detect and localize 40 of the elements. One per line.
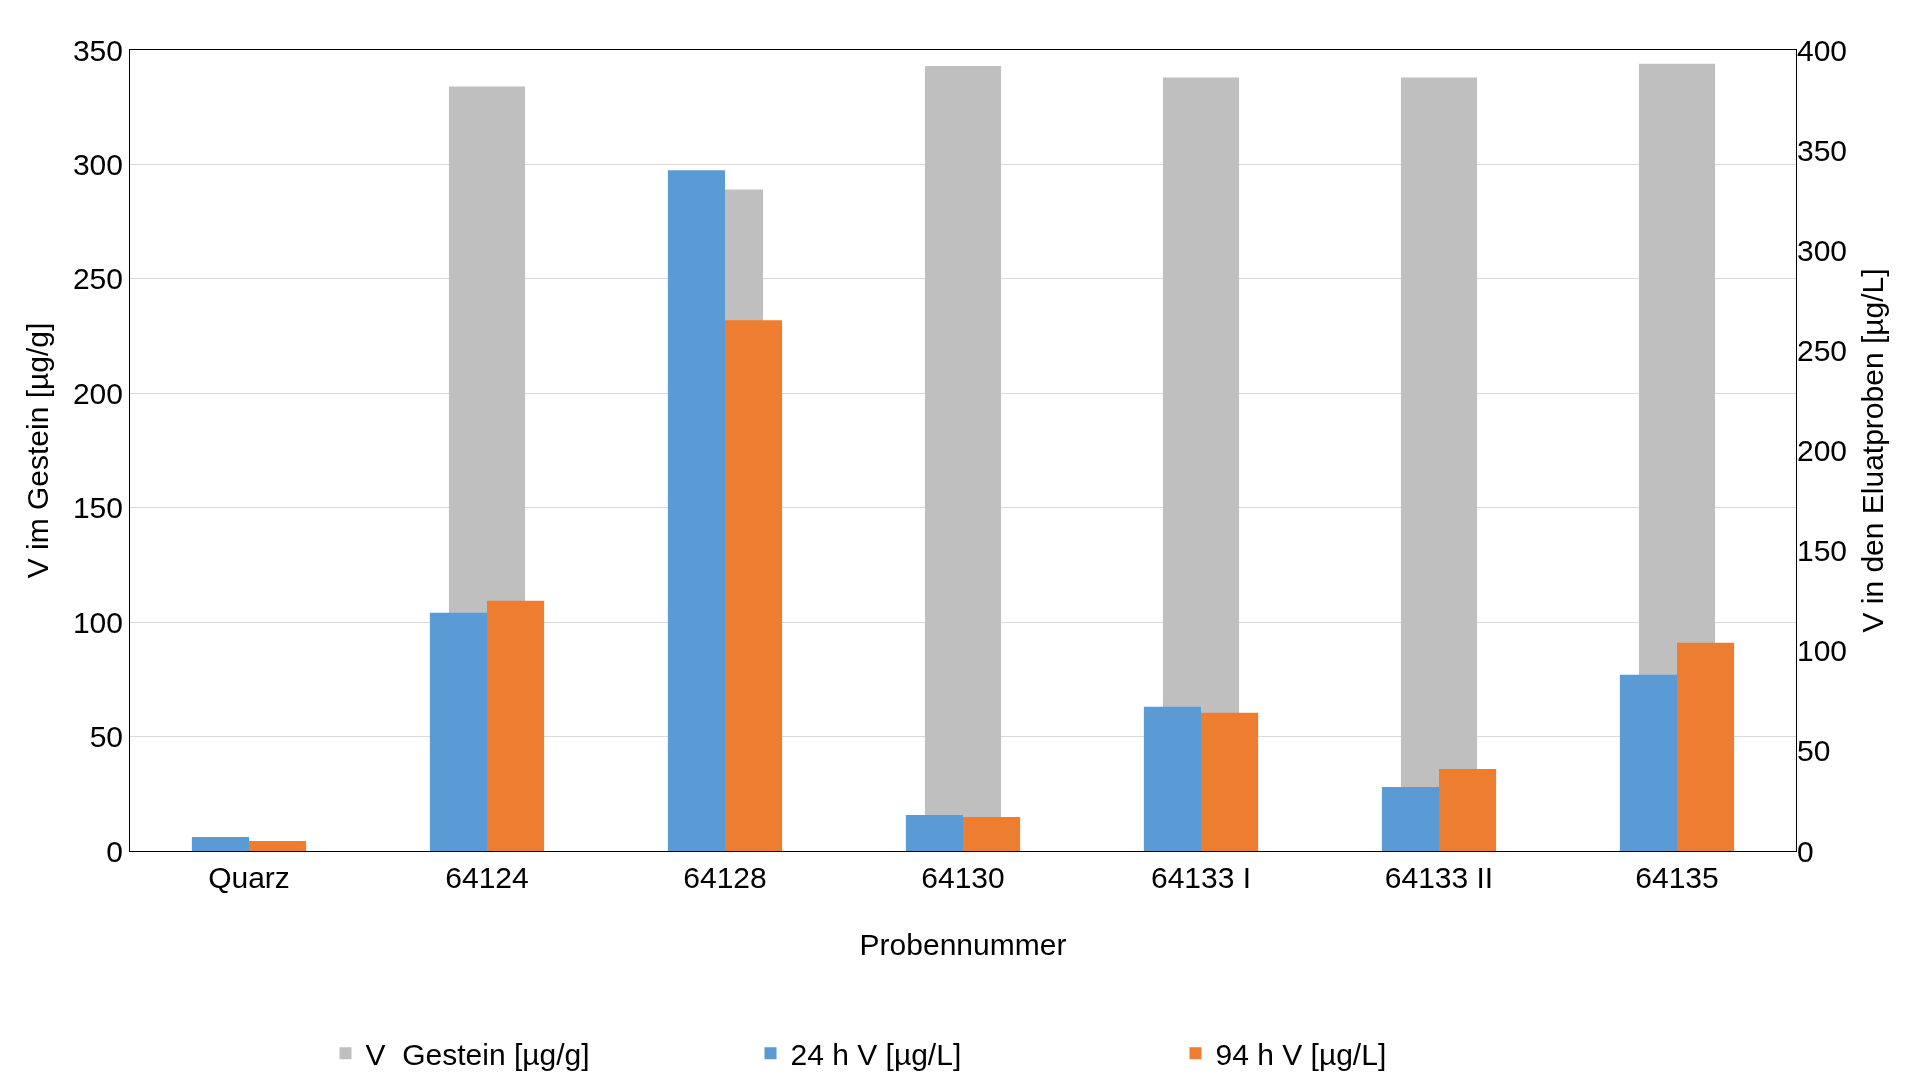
bar [1201, 712, 1259, 851]
y-tick-label: 300 [72, 147, 123, 181]
bar [963, 816, 1021, 851]
y2-tick-label: 150 [1797, 534, 1848, 568]
y2-axis-title: V in den Eluatproben [µg/L] [1855, 268, 1889, 633]
y-axis-title: V im Gestein [µg/g] [20, 322, 54, 579]
x-tick-label: 64133 II [1384, 861, 1494, 894]
bar [1439, 768, 1497, 851]
y-tick-label: 100 [72, 605, 123, 639]
bar [667, 170, 725, 851]
legend-label: 24 h V [µg/L] [790, 1037, 962, 1071]
x-axis-title: Probennummer [859, 927, 1067, 961]
bar [191, 836, 249, 851]
bar [249, 840, 307, 851]
y2-tick-label: 350 [1797, 133, 1848, 167]
x-tick-label: 64130 [921, 861, 1005, 894]
bar [1619, 674, 1677, 851]
y-tick-label: 50 [89, 720, 123, 754]
bar [1143, 706, 1201, 851]
legend-label: V Gestein [µg/g] [365, 1037, 590, 1071]
legend-label: 94 h V [µg/L] [1215, 1037, 1387, 1071]
y-tick-label: 200 [72, 376, 123, 410]
y2-tick-label: 50 [1797, 734, 1831, 768]
y2-tick-label: 300 [1797, 233, 1848, 267]
y-tick-label: 350 [72, 33, 123, 67]
bar [1381, 786, 1439, 851]
y-tick-label: 250 [72, 262, 123, 296]
y2-tick-label: 0 [1797, 834, 1814, 868]
x-tick-label: 64128 [683, 861, 767, 894]
bar [905, 814, 963, 851]
x-tick-label: Quarz [208, 861, 290, 894]
y2-tick-label: 250 [1797, 333, 1848, 367]
x-tick-label: 64133 I [1150, 861, 1252, 894]
x-tick-label: 64135 [1635, 861, 1719, 894]
y2-tick-label: 100 [1797, 634, 1848, 668]
y-tick-label: 150 [72, 491, 123, 525]
y-tick-label: 0 [106, 834, 123, 868]
y2-tick-label: 200 [1797, 434, 1848, 467]
y2-tick-label: 400 [1797, 33, 1848, 67]
x-tick-label: 64124 [445, 861, 529, 894]
